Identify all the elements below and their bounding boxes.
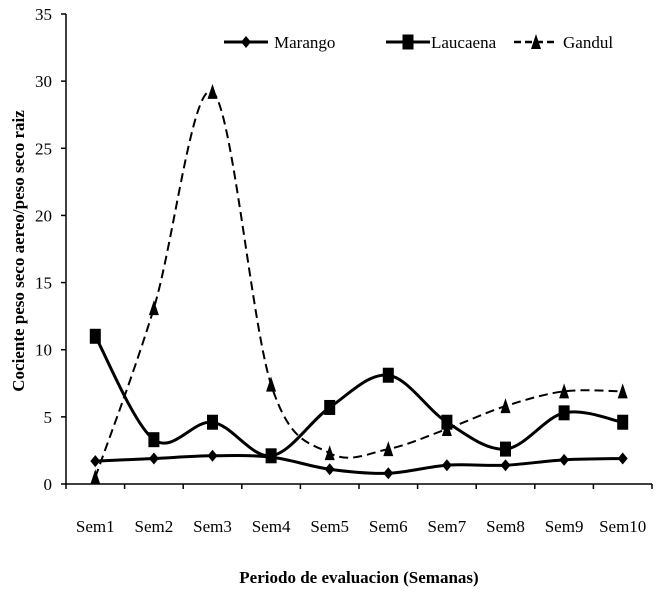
y-tick-label: 10	[35, 341, 52, 360]
legend-item-gandul: Gandul	[514, 33, 613, 52]
legend-triangle-marker	[531, 34, 541, 49]
y-tick-label: 30	[35, 72, 52, 91]
triangle-point	[383, 441, 394, 457]
x-tick-label: Sem5	[310, 517, 349, 536]
legend-label: Laucaena	[431, 33, 497, 52]
series-line-marango	[95, 454, 623, 475]
y-tick-label: 25	[35, 139, 52, 158]
triangle-point	[500, 398, 511, 414]
x-tick-label: Sem1	[76, 517, 115, 536]
x-axis-ticks: Sem1 Sem2 Sem3 Sem4 Sem5 Sem6 Sem7 Sem8 Sem9 Sem1…	[65, 484, 653, 536]
x-tick-label: Sem7	[428, 517, 467, 536]
square-point	[89, 328, 101, 344]
y-tick-label: 35	[35, 5, 52, 24]
x-tick-label: Sem3	[193, 517, 232, 536]
series-layer	[89, 83, 629, 485]
diamond-point	[324, 463, 335, 476]
diamond-point	[617, 452, 628, 465]
x-tick-label: Sem2	[135, 517, 174, 536]
diamond-point	[500, 459, 511, 472]
square-point	[207, 414, 218, 430]
series-laucaena	[89, 328, 629, 464]
legend: Marango Laucaena Gandul	[224, 33, 613, 52]
legend-label: Gandul	[563, 33, 613, 52]
triangle-point	[324, 445, 335, 461]
square-point	[617, 414, 629, 430]
series-gandul	[90, 83, 628, 485]
diamond-point	[148, 452, 159, 465]
diamond-point	[441, 459, 452, 472]
square-point	[324, 399, 336, 415]
legend-square-marker	[402, 34, 414, 50]
series-line-gandul	[94, 90, 623, 478]
square-point	[382, 367, 394, 383]
diamond-point	[207, 449, 218, 462]
x-tick-label: Sem4	[252, 517, 291, 536]
triangle-point	[559, 383, 570, 399]
series-line-laucaena	[93, 335, 624, 458]
legend-item-marango: Marango	[224, 33, 335, 52]
x-axis-title: Periodo de evaluacion (Semanas)	[239, 568, 478, 587]
x-tick-label: Sem8	[486, 517, 525, 536]
diamond-point	[383, 467, 394, 480]
triangle-point	[90, 469, 101, 485]
triangle-point	[617, 383, 628, 399]
x-tick-label: Sem6	[369, 517, 408, 536]
legend-item-laucaena: Laucaena	[386, 33, 497, 52]
y-axis-title: Cociente peso seco aereo/peso seco raiz	[9, 110, 28, 392]
square-point	[500, 441, 511, 457]
x-tick-label: Sem9	[545, 517, 584, 536]
y-tick-label: 0	[44, 475, 53, 494]
triangle-point	[148, 300, 159, 316]
legend-label: Marango	[274, 33, 335, 52]
diamond-point	[90, 455, 101, 468]
x-tick-label: Sem10	[599, 517, 646, 536]
legend-diamond-marker	[241, 36, 251, 48]
square-point	[265, 448, 277, 464]
square-point	[558, 405, 570, 421]
triangle-point	[207, 83, 218, 99]
y-tick-label: 15	[35, 274, 52, 293]
y-tick-label: 20	[35, 206, 52, 225]
y-tick-label: 5	[44, 408, 53, 427]
triangle-point	[441, 420, 452, 436]
y-axis-ticks: 0 5 10 15 20 25 30 35	[35, 5, 66, 494]
series-marango	[90, 449, 628, 480]
square-point	[148, 432, 160, 448]
diamond-point	[559, 453, 570, 466]
triangle-point	[266, 376, 277, 392]
